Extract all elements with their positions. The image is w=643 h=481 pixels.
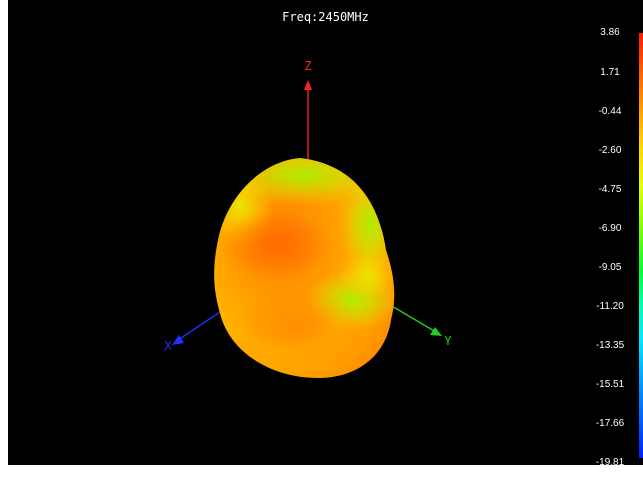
colorbar-tick: -13.35 bbox=[595, 340, 625, 351]
colorbar-tick: -6.90 bbox=[598, 223, 622, 234]
frequency-title: Freq:2450MHz bbox=[282, 10, 369, 24]
y-axis-label: Y bbox=[444, 334, 452, 348]
colorbar-tick: 3.86 bbox=[600, 27, 620, 38]
colorbar-tick: -9.05 bbox=[598, 262, 622, 273]
x-axis-label: X bbox=[164, 339, 172, 353]
pattern-3d-scene: Z X Y bbox=[164, 59, 452, 378]
z-axis-label: Z bbox=[304, 59, 311, 73]
x-axis: X bbox=[164, 307, 227, 353]
colorbar-tick: -0.44 bbox=[598, 106, 622, 117]
colorbar-legend: 3.86 1.71 -0.44 -2.60 -4.75 -6.90 -9.05 … bbox=[586, 24, 643, 465]
colorbar-tick: -15.51 bbox=[595, 379, 625, 390]
colorbar-tick: 1.71 bbox=[600, 67, 620, 78]
radiation-pattern-surface bbox=[214, 158, 395, 378]
colorbar-gradient bbox=[639, 33, 643, 458]
colorbar-tick: -11.20 bbox=[596, 301, 624, 312]
z-axis: Z bbox=[304, 59, 312, 160]
pattern-3d-viewport[interactable]: Freq:2450MHz bbox=[8, 0, 643, 465]
colorbar-tick: -19.81 bbox=[595, 457, 625, 465]
colorbar-tick: -2.60 bbox=[598, 145, 622, 156]
colorbar-tick: -4.75 bbox=[598, 184, 622, 195]
colorbar-tick: -17.66 bbox=[595, 418, 625, 429]
